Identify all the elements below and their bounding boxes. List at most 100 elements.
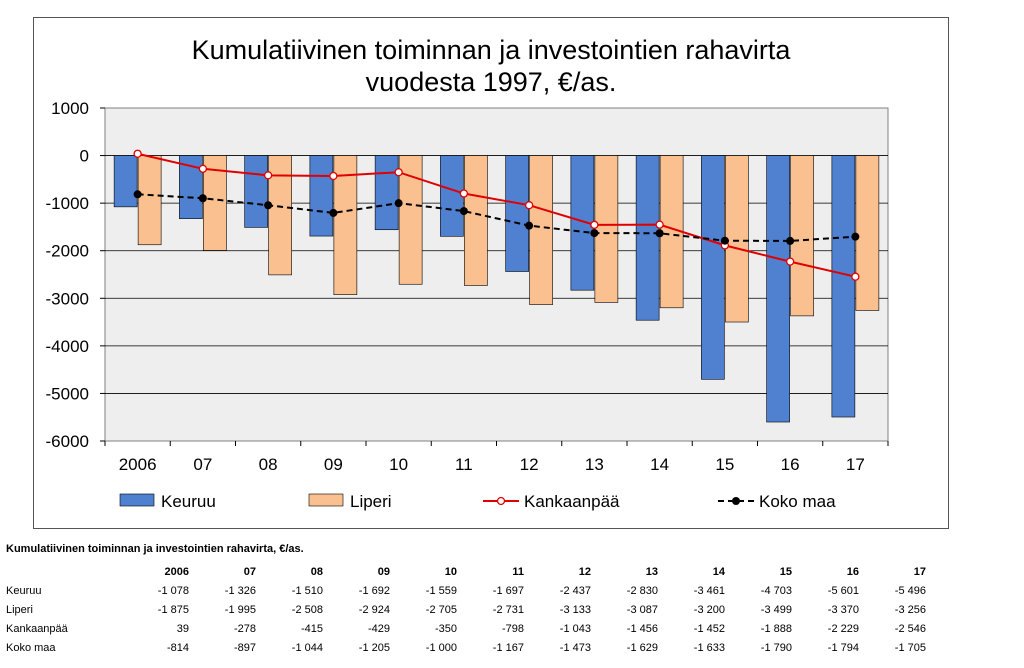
table-cell: -1 888 bbox=[760, 622, 792, 635]
table-row: Koko maa -814 -897 -1 044 -1 205 -1 000 -1 167… bbox=[6, 638, 926, 657]
table-header-cell: 13 bbox=[645, 565, 658, 578]
chart-plot: 1000 0 -1000 -2000 -3000 -4000 -5000 -6000 2006 0… bbox=[46, 99, 889, 511]
table-header-cell: 16 bbox=[846, 565, 859, 578]
y-tick-label: 1000 bbox=[51, 99, 89, 118]
table-cell: -1 044 bbox=[291, 641, 323, 654]
point-koko-maa bbox=[459, 207, 468, 216]
table-header-cell: 11 bbox=[512, 565, 524, 578]
table-cell: -1 692 bbox=[358, 584, 390, 597]
table-cell: -897 bbox=[233, 641, 256, 654]
bar-liperi bbox=[268, 155, 292, 276]
data-table: 2006 07 08 09 10 11 12 13 14 15 16 17 Keuruu -1 078 -… bbox=[6, 562, 926, 657]
table-cell: -1 633 bbox=[693, 641, 725, 654]
point-koko-maa bbox=[786, 236, 795, 245]
table-cell: -3 200 bbox=[693, 603, 725, 616]
x-tick-label: 12 bbox=[520, 455, 539, 474]
legend-label-liperi: Liperi bbox=[350, 492, 392, 511]
plot-area bbox=[104, 107, 889, 442]
table-cell: -3 133 bbox=[559, 603, 591, 616]
table-cell: -2 437 bbox=[559, 584, 591, 597]
table-header-cell: 15 bbox=[779, 565, 792, 578]
table-cell: -2 731 bbox=[492, 603, 524, 616]
bar-keuruu bbox=[179, 155, 203, 219]
table-row-label: Keuruu bbox=[6, 584, 42, 597]
table-cell: -4 703 bbox=[760, 584, 792, 597]
table-cell: -5 496 bbox=[894, 584, 926, 597]
table-header-cell: 14 bbox=[712, 565, 725, 578]
table-cell: -1 452 bbox=[693, 622, 725, 635]
x-tick-label: 08 bbox=[259, 455, 278, 474]
point-kankaanpää bbox=[655, 220, 664, 229]
point-koko-maa bbox=[525, 221, 534, 230]
point-koko-maa bbox=[655, 229, 664, 238]
bar-liperi bbox=[203, 155, 227, 251]
table-cell: -1 473 bbox=[559, 641, 591, 654]
table-row: Kankaanpää 39 -278 -415 -429 -350 -798 -1 043 -1… bbox=[6, 619, 926, 638]
table-cell: -814 bbox=[166, 641, 189, 654]
table-header-cell: 08 bbox=[310, 565, 323, 578]
bar-keuruu bbox=[374, 155, 399, 231]
table-cell: -1 794 bbox=[827, 641, 859, 654]
table-cell: -1 559 bbox=[425, 584, 457, 597]
chart-title: Kumulatiivinen toiminnan ja investointie… bbox=[33, 34, 949, 98]
table-cell: -2 705 bbox=[425, 603, 457, 616]
table-cell: -278 bbox=[233, 622, 256, 635]
point-koko-maa bbox=[394, 199, 403, 208]
table-cell: -2 229 bbox=[827, 622, 859, 635]
point-kankaanpää bbox=[329, 171, 338, 181]
table-cell: -1 456 bbox=[626, 622, 658, 635]
table-header-cell: 17 bbox=[913, 565, 926, 578]
x-tick-label: 17 bbox=[846, 455, 865, 474]
legend-label-kankaanpää: Kankaanpää bbox=[524, 492, 620, 511]
table-cell: -1 875 bbox=[157, 603, 189, 616]
point-kankaanpää bbox=[524, 201, 534, 210]
legend-label-koko-maa: Koko maa bbox=[759, 492, 836, 511]
table-cell: -3 256 bbox=[894, 603, 926, 616]
table-header-cell: 12 bbox=[578, 565, 591, 578]
x-tick-label: 07 bbox=[193, 455, 212, 474]
table-header-cell: 10 bbox=[444, 565, 457, 578]
y-tick-label: -4000 bbox=[46, 337, 89, 356]
point-koko-maa bbox=[720, 236, 729, 245]
series-line-kankaanpää bbox=[137, 152, 856, 278]
table-cell: -1 697 bbox=[492, 584, 524, 597]
point-kankaanpää bbox=[785, 257, 795, 266]
bar-liperi bbox=[529, 155, 553, 305]
table-row: Liperi -1 875 -1 995 -2 508 -2 924 -2 705 -2 7… bbox=[6, 600, 926, 619]
point-kankaanpää bbox=[590, 220, 599, 229]
point-koko-maa bbox=[264, 201, 273, 210]
point-kankaanpää bbox=[198, 164, 208, 173]
bar-keuruu bbox=[244, 155, 268, 228]
point-kankaanpää bbox=[133, 149, 142, 158]
bar-liperi bbox=[725, 155, 749, 323]
table-cell: -415 bbox=[300, 622, 323, 635]
table-cell: -2 546 bbox=[894, 622, 926, 635]
table-cell: -350 bbox=[434, 622, 457, 635]
bar-keuruu bbox=[831, 155, 856, 418]
table-cell: -1 167 bbox=[492, 641, 524, 654]
table-row-label: Kankaanpää bbox=[6, 622, 68, 635]
point-kankaanpää bbox=[263, 171, 273, 180]
x-tick-label: 15 bbox=[715, 455, 734, 474]
table-cell: 39 bbox=[176, 622, 189, 635]
y-tick-label: -6000 bbox=[46, 432, 89, 451]
point-koko-maa bbox=[198, 194, 207, 203]
point-koko-maa bbox=[133, 190, 142, 199]
bar-keuruu bbox=[635, 155, 660, 321]
table-header-cell: 07 bbox=[243, 565, 256, 578]
table-cell: -3 087 bbox=[626, 603, 658, 616]
table-body: Keuruu -1 078 -1 326 -1 510 -1 692 -1 559 -1 6… bbox=[6, 581, 926, 657]
bar-liperi bbox=[464, 155, 488, 286]
bar-keuruu bbox=[440, 155, 464, 237]
point-koko-maa bbox=[590, 229, 599, 238]
point-kankaanpää bbox=[851, 272, 860, 281]
x-tick-label: 16 bbox=[781, 455, 800, 474]
table-row-label: Liperi bbox=[6, 603, 33, 616]
table-cell: -5 601 bbox=[827, 584, 859, 597]
table-cell: -429 bbox=[367, 622, 390, 635]
bar-liperi bbox=[333, 155, 358, 295]
y-tick-label: -1000 bbox=[46, 194, 89, 213]
bar-liperi bbox=[137, 155, 162, 246]
table-cell: -1 705 bbox=[894, 641, 926, 654]
legend-marker-kankaanpää bbox=[496, 496, 506, 506]
